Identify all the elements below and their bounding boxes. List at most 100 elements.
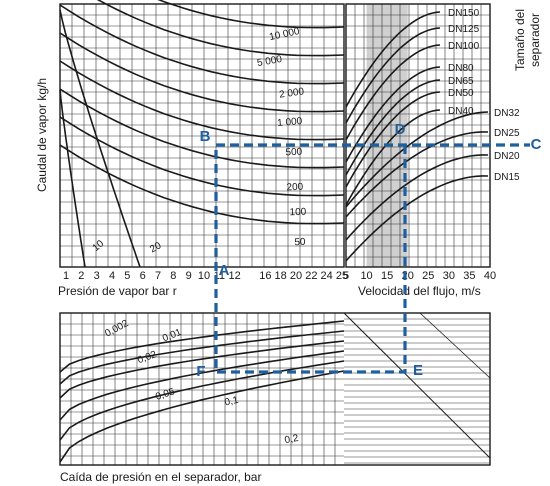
pressure-tick: 9 xyxy=(186,270,192,282)
size-curve-label: DN65 xyxy=(448,76,474,87)
flow-curve xyxy=(59,9,141,268)
path-point-E: E xyxy=(413,362,423,379)
pressure-tick: 5 xyxy=(124,270,130,282)
pressure-tick: 22 xyxy=(305,270,317,282)
text-labels: 10 000 5 000 2 000 1 000 500 200 100 50 20 10 DN15… xyxy=(35,8,542,484)
flow-curve xyxy=(157,0,345,29)
flow-curve-label: 100 xyxy=(289,207,306,219)
pressure-drop-curve xyxy=(59,330,345,385)
flow-curve-label: 2 000 xyxy=(278,86,305,100)
size-curve-label: DN15 xyxy=(494,172,520,183)
example-dashed-route xyxy=(214,143,530,374)
size-curve xyxy=(345,27,441,124)
pressure-tick: 25 xyxy=(336,270,348,282)
grid xyxy=(60,4,491,465)
flow-curve-label: 50 xyxy=(294,237,306,248)
pressure-tick: 10 xyxy=(198,270,210,282)
flow-curve-label: 200 xyxy=(286,182,304,194)
flow-curve-label: 10 xyxy=(91,238,107,254)
flow-curve-label: 500 xyxy=(285,147,303,159)
pressure-drop-curve xyxy=(59,370,345,463)
flow-curve xyxy=(59,88,345,169)
size-curve-label: DN125 xyxy=(448,24,480,35)
pressure-drop-curve xyxy=(59,320,345,373)
velocity-tick: 30 xyxy=(443,270,455,282)
velocity-tick: 10 xyxy=(360,270,372,282)
size-curve-label: DN80 xyxy=(448,63,474,74)
size-curve-label: DN25 xyxy=(494,128,520,139)
x-axis-label-velocity: Velocidad del flujo, m/s xyxy=(358,284,481,298)
size-curve xyxy=(345,154,489,241)
pressure-tick: 11 xyxy=(214,270,225,282)
size-curve xyxy=(345,109,441,206)
size-curve-label: DN32 xyxy=(494,108,520,119)
pressure-drop-label: 0,02 xyxy=(136,349,158,366)
size-curve-label: DN20 xyxy=(494,151,520,162)
size-curve xyxy=(345,175,489,262)
pressure-drop-label: 0,1 xyxy=(224,395,240,409)
size-curve xyxy=(345,111,489,208)
panel-pressure-flow xyxy=(59,3,345,268)
size-curve xyxy=(345,44,441,141)
size-curve xyxy=(345,66,441,163)
pressure-drop-curve xyxy=(59,340,345,399)
curves xyxy=(59,0,489,463)
pressure-tick: 12 xyxy=(229,270,241,282)
size-curve xyxy=(345,79,441,176)
flow-curve xyxy=(59,60,345,141)
path-point-D: D xyxy=(395,121,406,138)
pressure-tick: 4 xyxy=(109,270,115,282)
pressure-tick: 16 xyxy=(259,270,271,282)
flow-curve-label: 20 xyxy=(148,240,164,255)
size-curve-label: DN150 xyxy=(448,8,480,19)
flow-curve-label: 10 000 xyxy=(268,26,301,43)
pressure-tick: 1 xyxy=(63,270,69,282)
pressure-drop-curve xyxy=(59,360,345,441)
size-curve-label: DN100 xyxy=(448,41,480,52)
velocity-tick: 5 xyxy=(343,270,349,282)
pressure-tick: 2 xyxy=(78,270,84,282)
y-axis-label-right: separador xyxy=(528,13,542,67)
flow-curve xyxy=(59,32,345,113)
size-curve xyxy=(345,131,489,218)
pressure-drop-label: 0,05 xyxy=(154,386,176,403)
frames xyxy=(59,3,491,466)
pressure-tick: 8 xyxy=(170,270,176,282)
panel-pressure-drop xyxy=(59,312,491,466)
diagonal-reference xyxy=(343,312,491,459)
flow-curve xyxy=(59,116,345,197)
size-curve-label: DN40 xyxy=(448,106,474,117)
pressure-tick: 18 xyxy=(275,270,287,282)
pressure-drop-label: 0,2 xyxy=(284,433,300,446)
pressure-tick: 3 xyxy=(94,270,100,282)
size-curve xyxy=(345,11,441,108)
path-point-A: A xyxy=(219,262,230,279)
flow-curve-label: 1 000 xyxy=(277,116,303,129)
x-axis-label-pressure-drop: Caída de presión en el separador, bar xyxy=(60,470,261,484)
example-path xyxy=(214,143,530,374)
panel-velocity xyxy=(345,3,491,268)
pressure-tick: 24 xyxy=(321,270,333,282)
path-point-B: B xyxy=(200,128,211,145)
flow-curve xyxy=(59,89,86,268)
y-axis-label: Caudal de vapor kg/h xyxy=(35,78,49,192)
velocity-tick: 15 xyxy=(381,270,393,282)
flow-curve xyxy=(59,4,345,85)
velocity-tick: 40 xyxy=(484,270,496,282)
path-point-F: F xyxy=(196,363,205,380)
pressure-drop-curve xyxy=(59,350,345,421)
flow-curve-label: 5 000 xyxy=(256,54,283,69)
diagonal-reference xyxy=(419,312,491,379)
pressure-tick: 6 xyxy=(140,270,146,282)
velocity-tick: 25 xyxy=(422,270,434,282)
pressure-tick: 20 xyxy=(290,270,302,282)
path-point-C: C xyxy=(531,136,542,153)
pressure-tick: 7 xyxy=(155,270,161,282)
x-axis-label-pressure: Presión de vapor bar r xyxy=(58,284,177,298)
y-axis-label-right: Tamaño del xyxy=(513,9,527,71)
size-curve xyxy=(345,91,441,188)
pressure-drop-label: 0,002 xyxy=(103,318,131,340)
size-curve-label: DN50 xyxy=(448,88,474,99)
velocity-tick: 35 xyxy=(463,270,475,282)
